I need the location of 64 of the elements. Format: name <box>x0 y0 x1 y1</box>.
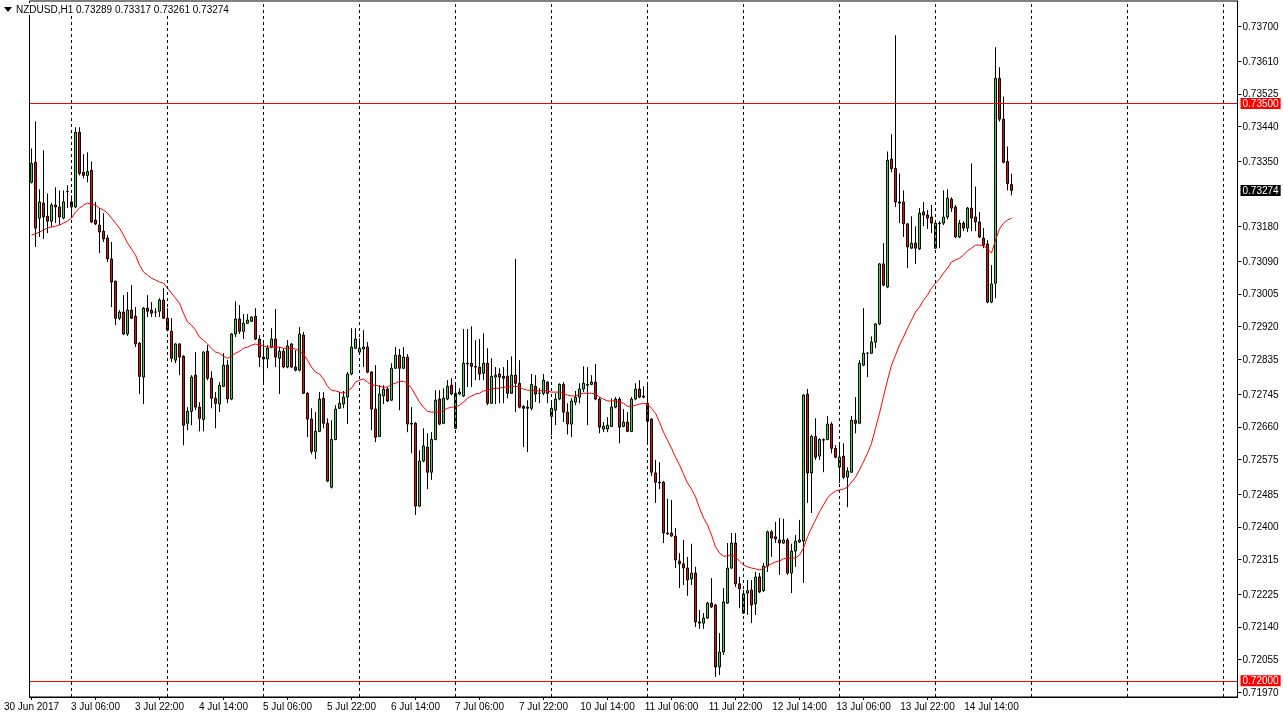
y-tick-label: 0.72400 <box>1242 521 1280 533</box>
x-tick-label: 5 Jul 06:00 <box>263 700 313 712</box>
candlestick <box>1010 173 1013 196</box>
candlestick <box>610 397 613 428</box>
x-tick-label: 13 Jul 22:00 <box>900 700 956 712</box>
chart-title: NZDUSD,H1 0.73289 0.73317 0.73261 0.73274 <box>16 3 230 15</box>
candlestick <box>290 342 293 369</box>
x-tick-label: 11 Jul 06:00 <box>644 700 699 712</box>
candlestick <box>426 432 429 490</box>
x-tick-label: 13 Jul 06:00 <box>836 700 892 712</box>
x-tick-label: 7 Jul 06:00 <box>455 700 505 712</box>
candlestick <box>506 359 509 399</box>
candlestick <box>638 379 641 399</box>
candlestick <box>170 317 173 363</box>
y-tick-label: 0.72315 <box>1242 554 1280 566</box>
candlestick <box>286 339 289 369</box>
y-tick-label: 0.72745 <box>1242 388 1280 400</box>
x-tick-label: 10 Jul 14:00 <box>580 700 636 712</box>
y-tick-label: 0.72140 <box>1242 621 1280 633</box>
x-tick-label: 3 Jul 06:00 <box>71 700 121 712</box>
candlestick <box>498 367 501 404</box>
x-tick-label: 6 Jul 14:00 <box>391 700 441 712</box>
x-tick-label: 12 Jul 14:00 <box>772 700 828 712</box>
candlestick <box>462 328 465 398</box>
candlestick <box>66 184 69 209</box>
candlestick <box>802 393 805 584</box>
candlestick <box>470 325 473 388</box>
y-tick-label: 0.73525 <box>1242 88 1280 100</box>
x-tick-label: 7 Jul 22:00 <box>519 700 569 712</box>
y-tick-label: 0.73610 <box>1242 55 1280 67</box>
candlestick <box>122 294 125 336</box>
ref-line-label: 0.73500 <box>1242 97 1280 109</box>
y-tick-label: 0.71970 <box>1242 686 1280 698</box>
x-tick-label: 11 Jul 22:00 <box>708 700 763 712</box>
y-tick-label: 0.72485 <box>1242 488 1280 500</box>
x-tick-label: 4 Jul 14:00 <box>199 700 249 712</box>
candlestick <box>970 162 973 232</box>
candlestick <box>514 258 517 413</box>
candlestick <box>54 186 57 224</box>
y-tick-label: 0.73700 <box>1242 20 1280 32</box>
x-tick-label: 5 Jul 22:00 <box>327 700 377 712</box>
y-tick-label: 0.72920 <box>1242 321 1280 333</box>
candlestick <box>238 304 241 335</box>
x-tick-label: 3 Jul 22:00 <box>135 700 185 712</box>
candlestick <box>62 189 65 220</box>
x-tick-label: 30 Jun 2017 <box>3 700 60 712</box>
y-tick-label: 0.73180 <box>1242 221 1280 233</box>
y-tick-label: 0.72055 <box>1242 654 1280 666</box>
y-tick-label: 0.73350 <box>1242 155 1280 167</box>
y-tick-label: 0.72225 <box>1242 588 1280 600</box>
y-tick-label: 0.73005 <box>1242 288 1280 300</box>
y-tick-label: 0.73440 <box>1242 121 1280 132</box>
candlestick <box>374 364 377 443</box>
candlestick <box>994 46 997 299</box>
text: 0.73274 <box>1242 184 1280 196</box>
candlestick <box>618 396 621 444</box>
ref-line-label: 0.72000 <box>1242 675 1280 687</box>
candlestick <box>586 366 589 426</box>
candlestick <box>398 348 401 411</box>
y-tick-label: 0.72575 <box>1242 453 1280 465</box>
y-tick-label: 0.72660 <box>1242 421 1280 433</box>
x-tick-label: 14 Jul 14:00 <box>964 700 1020 712</box>
y-tick-label: 0.72835 <box>1242 353 1280 365</box>
y-tick-label: 0.73090 <box>1242 255 1280 267</box>
